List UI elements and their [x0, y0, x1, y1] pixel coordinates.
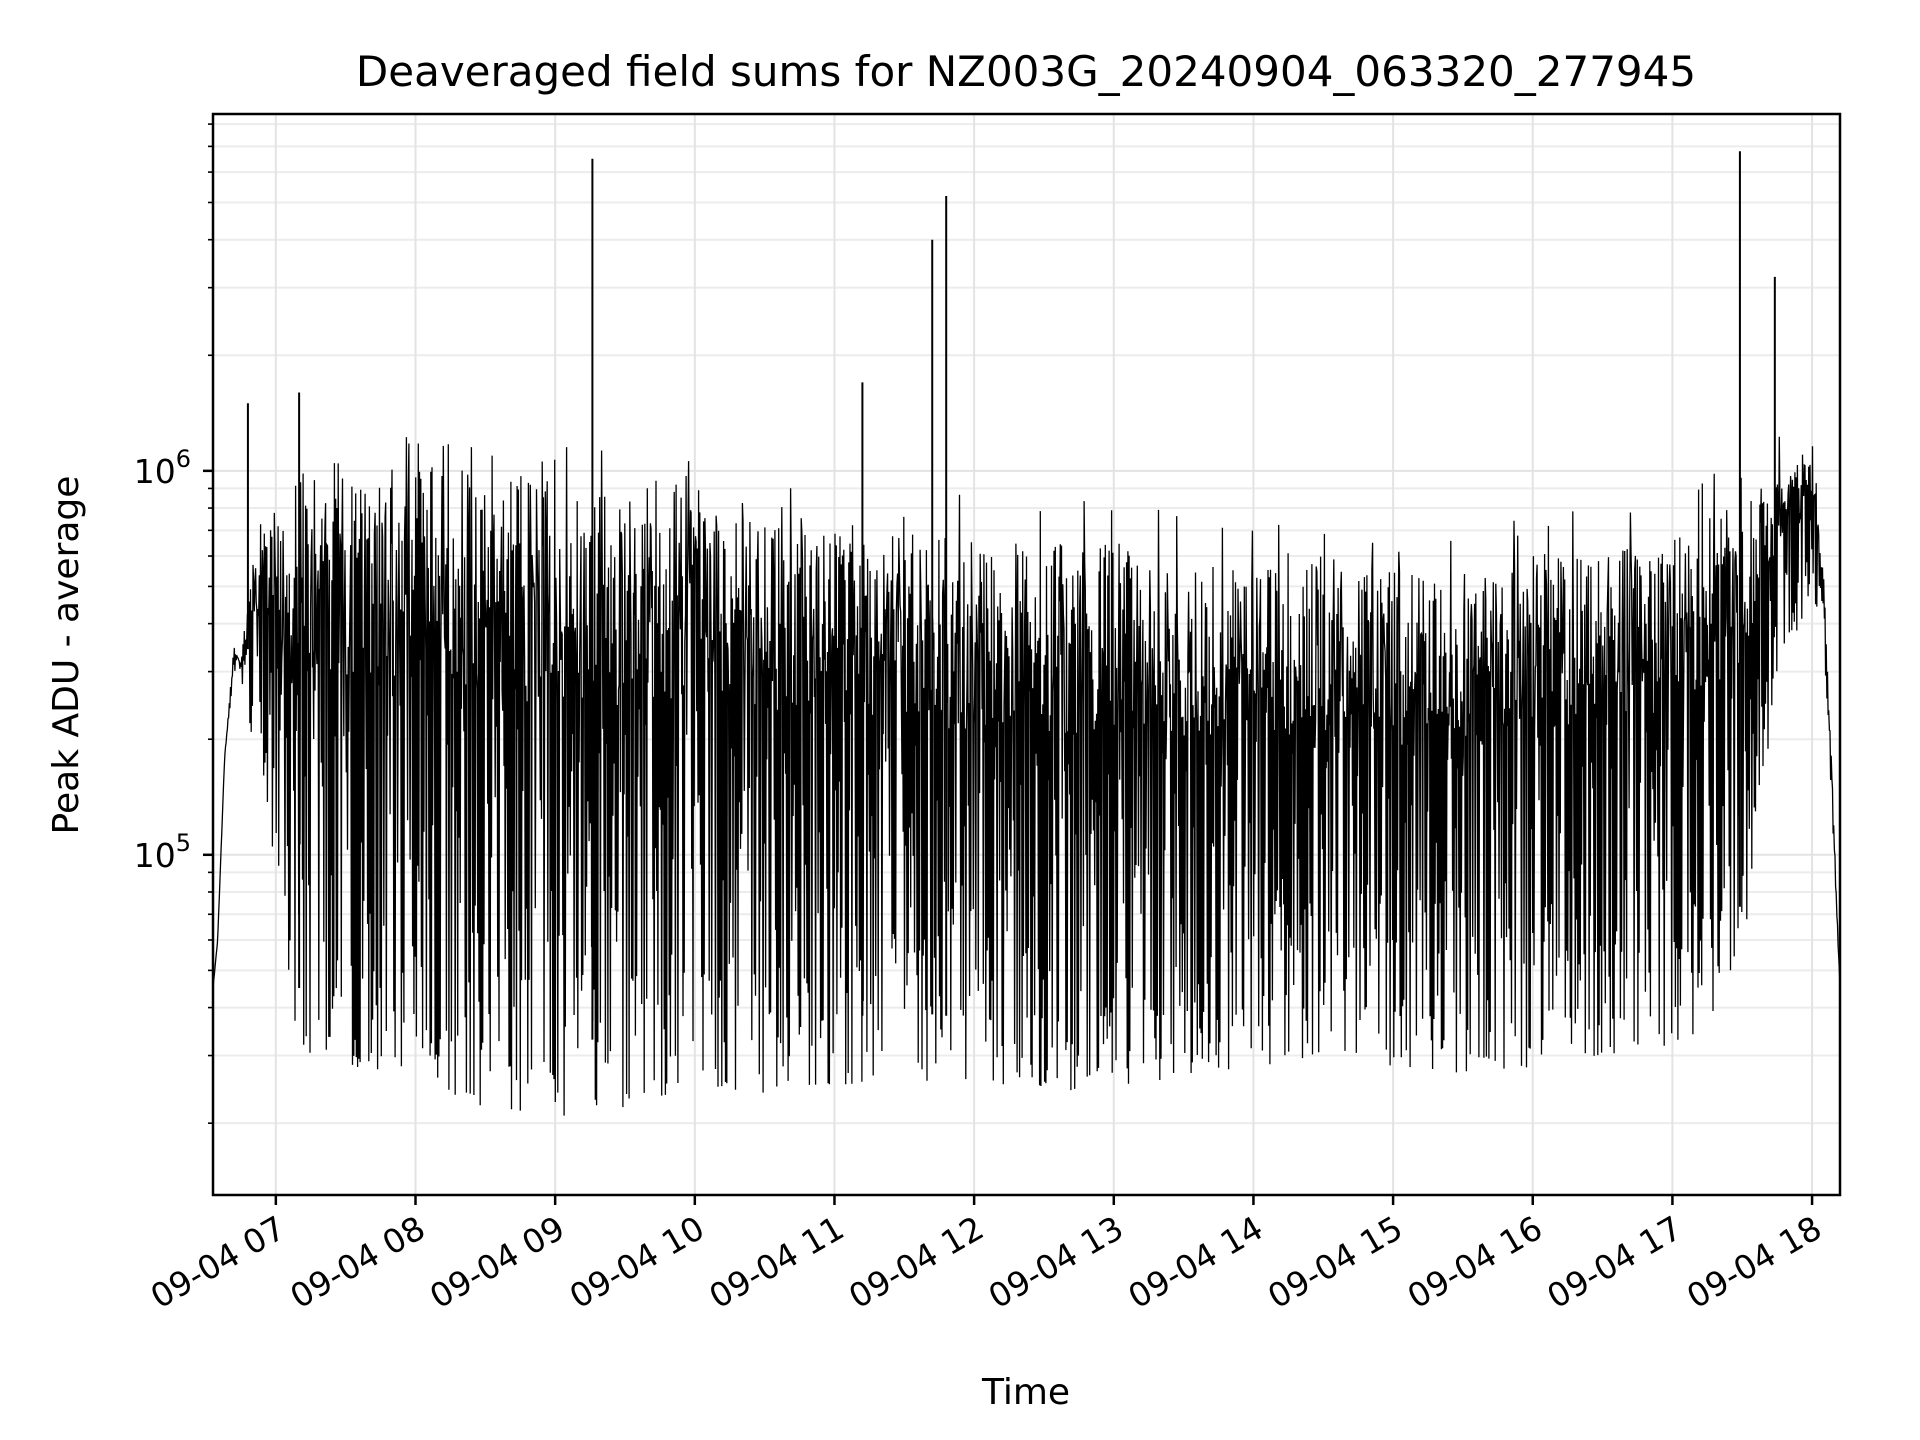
axes-frame — [211, 112, 1842, 1197]
x-axis-label: Time — [981, 1372, 1070, 1413]
y-tick-label-exponent: 5 — [176, 829, 191, 857]
y-tick-label-base: 10 — [134, 452, 176, 491]
y-tick-label: 105 — [134, 829, 191, 875]
y-tick-label: 106 — [134, 445, 191, 491]
chart-title: Deaveraged field sums for NZ003G_2024090… — [356, 47, 1696, 96]
y-tick-label-exponent: 6 — [176, 445, 191, 473]
data-layer — [212, 151, 1841, 1116]
y-axis-label: Peak ADU - average — [46, 476, 87, 835]
plot-area — [211, 112, 1842, 1197]
y-tick-label-base: 10 — [134, 836, 176, 875]
series-line — [212, 436, 1841, 1116]
